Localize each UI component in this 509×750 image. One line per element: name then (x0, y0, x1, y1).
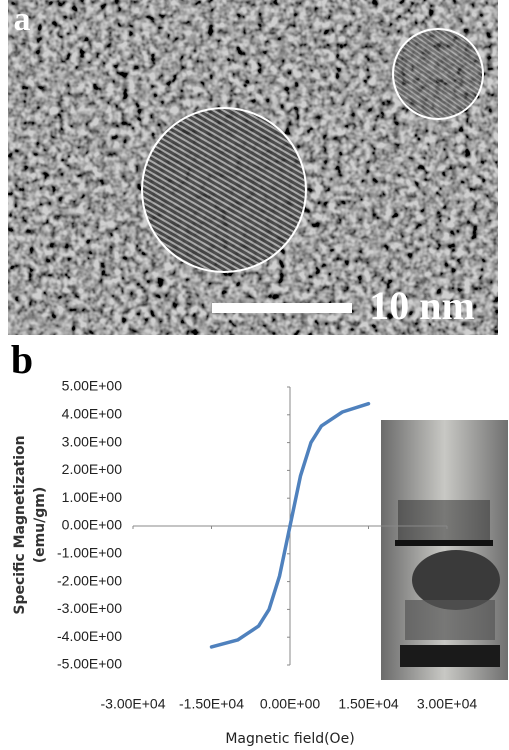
y-tick-label: 3.00E+00 (62, 433, 123, 449)
y-axis-title: Specific Magnetization (12, 435, 28, 614)
y-tick-label: 2.00E+00 (62, 461, 123, 477)
y-tick-label: -1.00E+00 (57, 545, 122, 561)
x-tick-label: 3.00E+04 (417, 696, 478, 712)
y-tick-label: 4.00E+00 (62, 406, 123, 422)
x-axis-title: Magnetic field(Oe) (225, 731, 354, 747)
vial-photo (381, 420, 508, 680)
y-tick-label: 5.00E+00 (62, 378, 123, 394)
x-tick-label: 0.00E+00 (260, 696, 321, 712)
figure: a 10 nm b Specific Magnetization (emu/gm… (0, 0, 509, 750)
panel-label: a (14, 1, 31, 38)
x-tick-label: 1.50E+04 (338, 696, 399, 712)
panel-label: b (11, 337, 33, 382)
scale-bar-label: 10 nm (369, 283, 475, 328)
x-tick-label: -3.00E+04 (101, 696, 166, 712)
y-tick-label: -4.00E+00 (57, 628, 122, 644)
y-tick-label: 1.00E+00 (62, 489, 123, 505)
y-tick-label: -5.00E+00 (57, 656, 122, 672)
y-tick-label: -2.00E+00 (57, 572, 122, 588)
y-axis-title: (emu/gm) (32, 487, 48, 564)
x-tick-label: -1.50E+04 (179, 696, 244, 712)
y-tick-label: 0.00E+00 (62, 517, 123, 533)
y-tick-label: -3.00E+00 (57, 600, 122, 616)
